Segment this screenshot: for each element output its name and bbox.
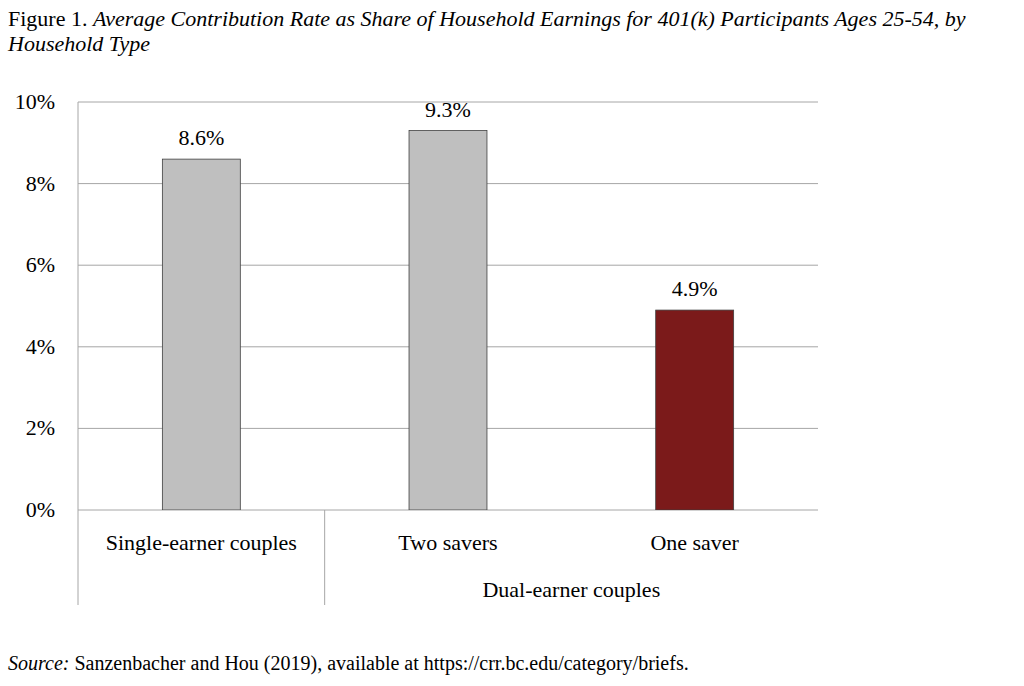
- group-divider: [324, 510, 325, 605]
- title: Figure 1. Average Contribution Rate as S…: [8, 6, 1020, 56]
- y-tick-label: 8%: [26, 171, 55, 196]
- y-tick-label: 4%: [26, 334, 55, 359]
- bar: [409, 131, 487, 510]
- source-text: Sanzenbacher and Hou (2019), available a…: [74, 652, 688, 674]
- y-tick-label: 2%: [26, 415, 55, 440]
- chart: 0% 2% 4% 6% 8% 10% 8.6% 9.3% 4.9% Single-earner c…: [0, 0, 1024, 686]
- y-tick-label: 10%: [15, 89, 55, 114]
- bar: [656, 310, 734, 510]
- bars: [162, 131, 733, 510]
- y-tick-label: 6%: [26, 252, 55, 277]
- y-tick-label: 0%: [26, 497, 55, 522]
- group-label: Dual-earner couples: [482, 577, 660, 602]
- source-label: Source:: [8, 652, 69, 674]
- data-label: 8.6%: [178, 125, 224, 150]
- x-tick-label: Single-earner couples: [106, 530, 297, 555]
- bar: [162, 159, 240, 510]
- source: Source: Sanzenbacher and Hou (2019), ava…: [8, 652, 689, 675]
- data-label: 4.9%: [672, 276, 718, 301]
- x-tick-label: One saver: [650, 530, 739, 555]
- labels: 8.6% 9.3% 4.9%: [178, 97, 717, 302]
- y-axis-line: [78, 102, 79, 605]
- title-text: Average Contribution Rate as Share of Ho…: [8, 6, 966, 56]
- grid: [78, 102, 818, 510]
- figure-label: Figure 1.: [8, 6, 87, 31]
- data-label: 9.3%: [425, 97, 471, 122]
- x-tick-label: Two savers: [398, 530, 497, 555]
